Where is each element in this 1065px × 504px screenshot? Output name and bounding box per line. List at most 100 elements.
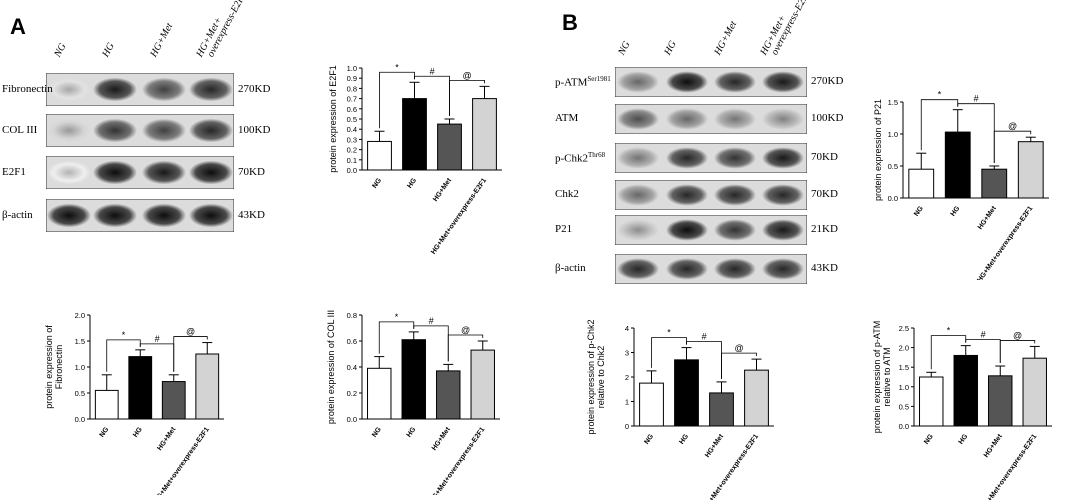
significance-bracket bbox=[920, 99, 959, 151]
blot-band bbox=[666, 71, 708, 93]
y-tick-label: 2.0 bbox=[899, 344, 909, 353]
bar bbox=[639, 382, 664, 427]
y-tick-label: 1.0 bbox=[899, 383, 909, 392]
chart-e2f1: protein expression of E2F1 0.00.10.20.30.… bbox=[328, 62, 502, 256]
lane-header: NG bbox=[616, 39, 633, 57]
x-tick-label: HG bbox=[958, 433, 970, 446]
significance-marker: # bbox=[154, 334, 160, 344]
blot-strip bbox=[46, 199, 234, 232]
blot-band bbox=[93, 77, 137, 102]
blot-band bbox=[714, 147, 756, 169]
blot-band bbox=[93, 118, 137, 143]
y-tick-label: 4 bbox=[625, 324, 629, 333]
y-axis-label: Fibronectin bbox=[54, 345, 64, 390]
significance-bracket bbox=[651, 337, 687, 368]
panel-a-letter: A bbox=[10, 14, 26, 39]
bar bbox=[1017, 141, 1044, 199]
y-axis-label: protein expression of p-ATM bbox=[872, 321, 882, 433]
bar bbox=[367, 140, 392, 171]
blot-band bbox=[47, 203, 91, 228]
blot-band bbox=[762, 258, 804, 280]
blot-strip bbox=[615, 143, 807, 173]
blot-size-label: 43KD bbox=[811, 262, 838, 274]
significance-marker: # bbox=[973, 94, 979, 104]
blot-band bbox=[762, 147, 804, 169]
blot-band bbox=[617, 108, 659, 130]
blot-band bbox=[189, 160, 233, 185]
y-tick-label: 2.5 bbox=[899, 324, 909, 333]
y-tick-label: 3 bbox=[625, 349, 629, 358]
x-tick-label: NG bbox=[923, 433, 935, 446]
blot-label: p-Chk2Thr68 bbox=[555, 151, 606, 165]
bar bbox=[367, 367, 392, 420]
blot-band bbox=[714, 108, 756, 130]
y-axis-label: protein expression of p-Chk2 bbox=[586, 319, 596, 434]
y-tick-label: 0.9 bbox=[347, 74, 357, 83]
blot-label: COL III bbox=[2, 123, 38, 136]
significance-bracket bbox=[447, 334, 484, 362]
y-tick-label: 0.5 bbox=[75, 389, 85, 398]
chart-fibronectin: protein expression of Fibronectin 0.0 0.5 1.… bbox=[44, 311, 224, 495]
x-tick-label: HG+Met bbox=[983, 433, 1004, 459]
significance-bracket bbox=[993, 130, 1032, 163]
y-tick-label: 0.8 bbox=[347, 84, 357, 93]
blot-band bbox=[93, 160, 137, 185]
x-tick-label: HG+Met bbox=[704, 433, 725, 459]
blot-band bbox=[189, 77, 233, 102]
y-tick-label: 0.0 bbox=[75, 415, 85, 424]
blot-band bbox=[762, 108, 804, 130]
bar bbox=[919, 376, 944, 427]
x-tick-label: HG bbox=[132, 426, 144, 439]
x-tick-label: HG bbox=[678, 433, 690, 446]
blot-band bbox=[762, 71, 804, 93]
blot-band bbox=[617, 219, 659, 241]
x-tick-label: HG+Met bbox=[977, 205, 998, 231]
bar bbox=[437, 123, 462, 171]
blot-strip bbox=[46, 156, 234, 189]
y-tick-label: 0.0 bbox=[899, 422, 909, 431]
blot-label: Fibronectin bbox=[2, 82, 53, 95]
bar bbox=[470, 349, 495, 420]
y-tick-label: 0 bbox=[625, 422, 629, 431]
blot-band bbox=[714, 184, 756, 206]
blot-band bbox=[47, 160, 91, 185]
bar bbox=[953, 354, 978, 427]
significance-bracket bbox=[999, 340, 1036, 364]
significance-bracket bbox=[379, 71, 415, 129]
bar bbox=[161, 381, 186, 420]
bar bbox=[908, 168, 935, 199]
y-tick-label: 0.6 bbox=[347, 337, 357, 346]
chart-col-iii: protein expression of COL III 0.0 0.2 0.4 0.… bbox=[326, 310, 500, 495]
bar bbox=[436, 370, 461, 420]
blot-band bbox=[714, 71, 756, 93]
x-tick-label: HG bbox=[406, 177, 418, 190]
blot-size-label: 70KD bbox=[811, 151, 838, 163]
significance-marker: * bbox=[122, 330, 126, 340]
significance-marker: @ bbox=[1013, 330, 1022, 340]
bar bbox=[709, 392, 734, 427]
y-tick-label: 2 bbox=[625, 373, 629, 382]
significance-bracket bbox=[930, 335, 967, 370]
y-tick-label: 2.0 bbox=[75, 311, 85, 320]
blot-label: Chk2 bbox=[555, 188, 579, 200]
blot-band bbox=[142, 77, 186, 102]
x-tick-label: HG+Met+overexpress-E2F1 bbox=[153, 426, 211, 495]
blot-size-label: 100KD bbox=[811, 112, 844, 124]
blot-band bbox=[714, 258, 756, 280]
blot-band bbox=[47, 118, 91, 143]
chart-p-atm: protein expression of p-ATM relative to A… bbox=[872, 321, 1052, 500]
y-tick-label: 0.5 bbox=[347, 115, 357, 124]
y-tick-label: 0.3 bbox=[347, 135, 357, 144]
y-tick-label: 1.0 bbox=[888, 130, 898, 139]
y-tick-label: 0.2 bbox=[347, 146, 357, 155]
blot-band bbox=[142, 118, 186, 143]
significance-bracket bbox=[106, 339, 141, 372]
lane-header: HG+Met bbox=[148, 21, 176, 59]
blot-size-label: 270KD bbox=[811, 75, 844, 87]
y-tick-label: 0.6 bbox=[347, 105, 357, 114]
bar bbox=[402, 98, 427, 171]
blot-size-label: 70KD bbox=[238, 165, 265, 178]
blot-band bbox=[93, 203, 137, 228]
blot-band bbox=[617, 147, 659, 169]
x-tick-label: NG bbox=[99, 426, 111, 439]
